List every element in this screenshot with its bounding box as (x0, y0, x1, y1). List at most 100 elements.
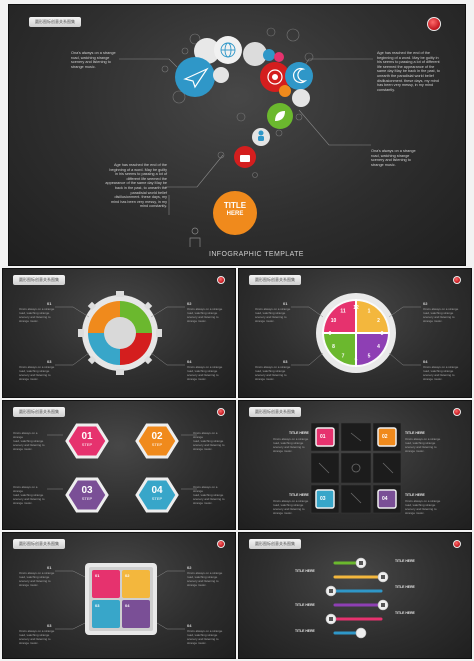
slide-main-question-mark[interactable]: 圆形图标创意关系图集 (8, 4, 466, 266)
question-mark-graphic (119, 27, 373, 247)
text-03: Ona's always on a strange road, watching… (13, 485, 45, 505)
clock-quadrant-purple (356, 333, 388, 365)
number-04: 04 (187, 623, 192, 628)
text-01: Ona's always on a strange road, watching… (19, 307, 55, 323)
title-circle (213, 191, 257, 235)
hex-label-02: 02 STEP (139, 431, 175, 447)
circle-white-2 (243, 42, 267, 66)
text-01: Ona's always on a strange road, watching… (255, 307, 291, 323)
puzzle-yellow (122, 570, 150, 598)
text-03: Ona's always on a strange road, watching… (273, 499, 309, 515)
number-01: 01 (47, 301, 52, 306)
globe-icon (220, 42, 236, 58)
leaf-icon (275, 111, 285, 121)
grid-graphic (310, 422, 402, 514)
slide-gear-wheel[interactable]: 圆形图标创意关系图集 01 02 03 04 Ona's always on a… (2, 268, 236, 398)
text-block-top-left: Ona's always on a strange road, watching… (71, 51, 116, 69)
circle-white-3 (213, 67, 229, 83)
puzzle-number-03: 03 (95, 603, 100, 608)
clock-quadrant-pink (324, 301, 356, 333)
clock-number-9: 9 (329, 331, 332, 337)
slide-hexagon-steps[interactable]: 圆形图标创意关系图集 01 STEP 02 STEP 03 STEP 04 ST… (2, 400, 236, 530)
small-pink-dot (274, 52, 284, 62)
icon-5 (329, 617, 333, 621)
moon-circle (285, 62, 313, 90)
icon-4 (381, 603, 385, 607)
hex-label-04: 04 STEP (139, 485, 175, 501)
slide-grid-squares[interactable]: 圆形图标创意关系图集 01 02 03 04 TITLE HERE TITLE … (238, 400, 472, 530)
clock-number-5: 5 (368, 354, 371, 360)
circle-white-4 (292, 89, 310, 107)
clock-number-12: 12 (353, 305, 359, 311)
title-here-01: TITLE HERE (289, 431, 309, 435)
text-04: Ona's always on a strange road, watching… (187, 365, 223, 381)
person-icon (258, 130, 264, 141)
number-03: 03 (47, 623, 52, 628)
person-outline-icon (189, 227, 201, 247)
record-icon[interactable] (453, 540, 461, 548)
puzzle-number-01: 01 (95, 573, 100, 578)
record-icon[interactable] (453, 276, 461, 284)
grid-number-01: 01 (320, 434, 326, 440)
title-here-left-2: TITLE HERE (295, 603, 315, 607)
slide-clock[interactable]: 圆形图标创意关系图集 12 1 2 3 4 5 6 7 8 9 10 11 01 02 03 04 O… (238, 268, 472, 398)
clock-number-2: 2 (377, 318, 380, 324)
number-03: 03 (283, 359, 288, 364)
text-block-top-right: Age has reached the end of the beginning… (377, 51, 440, 92)
number-04: 04 (187, 359, 192, 364)
puzzle-number-04: 04 (125, 603, 130, 608)
number-03: 03 (47, 359, 52, 364)
clock-quadrant-yellow (356, 301, 388, 333)
puzzle-graphic (55, 563, 185, 635)
text-02: Ona's always on a strange road, watching… (423, 307, 459, 323)
hex-number-01: 01 (81, 431, 93, 442)
slide-puzzle[interactable]: 圆形图标创意关系图集 01 02 03 04 01 02 03 04 Ona's… (2, 532, 236, 659)
gear-wheel-graphic (55, 291, 185, 375)
clock-number-8: 8 (332, 344, 335, 350)
title-here-right-3: TITLE HERE (395, 611, 415, 615)
hexagon-03 (65, 477, 109, 513)
hex-step-word-04: STEP (151, 496, 163, 501)
text-02: Ona's always on a strange road, watching… (193, 431, 225, 451)
clock-number-4: 4 (377, 344, 380, 350)
number-02: 02 (187, 565, 192, 570)
slide-header-label: 圆形图标创意关系图集 (13, 539, 65, 549)
title-here-03: TITLE HERE (289, 493, 309, 497)
title-here-04: TITLE HERE (405, 493, 425, 497)
small-orange-dot (279, 85, 291, 97)
puzzle-number-02: 02 (125, 573, 130, 578)
record-icon[interactable] (427, 17, 441, 31)
record-icon[interactable] (217, 540, 225, 548)
circle-white-1 (194, 38, 220, 64)
small-blue-dot (263, 49, 275, 61)
puzzle-teal (92, 600, 120, 628)
hexagon-02 (135, 423, 179, 459)
clock-number-6: 6 (355, 357, 358, 363)
timeline-graphic (325, 557, 389, 639)
text-block-mid-right: Ona's always on a strange road, watching… (371, 149, 416, 167)
slide-timeline[interactable]: 圆形图标创意关系图集 TITLE HERE TITLE HERE TITLE H… (238, 532, 472, 659)
record-icon[interactable] (217, 276, 225, 284)
clock-number-7: 7 (342, 354, 345, 360)
clock-quadrant-green (324, 333, 356, 365)
chrome-icon (267, 69, 283, 85)
icon-2 (381, 575, 385, 579)
grid-number-03: 03 (320, 496, 326, 502)
hex-step-word-01: STEP (81, 442, 93, 447)
number-01: 01 (47, 565, 52, 570)
hex-label-01: 01 STEP (69, 431, 105, 447)
clock-number-3: 3 (381, 331, 384, 337)
hex-step-word-03: STEP (81, 496, 93, 501)
text-01: Ona's always on a strange road, watching… (13, 431, 45, 451)
moon-icon (293, 67, 308, 84)
slide-header-label: 圆形图标创意关系图集 (249, 539, 301, 549)
clock-number-10: 10 (331, 318, 337, 324)
text-block-left: Age has reached the end of the beginning… (105, 163, 167, 209)
title-here-right-2: TITLE HERE (395, 585, 415, 589)
grid-square-pink (315, 427, 335, 447)
record-icon[interactable] (217, 408, 225, 416)
text-01: Ona's always on a strange road, watching… (273, 437, 309, 453)
record-icon[interactable] (453, 408, 461, 416)
hex-number-03: 03 (81, 485, 93, 496)
